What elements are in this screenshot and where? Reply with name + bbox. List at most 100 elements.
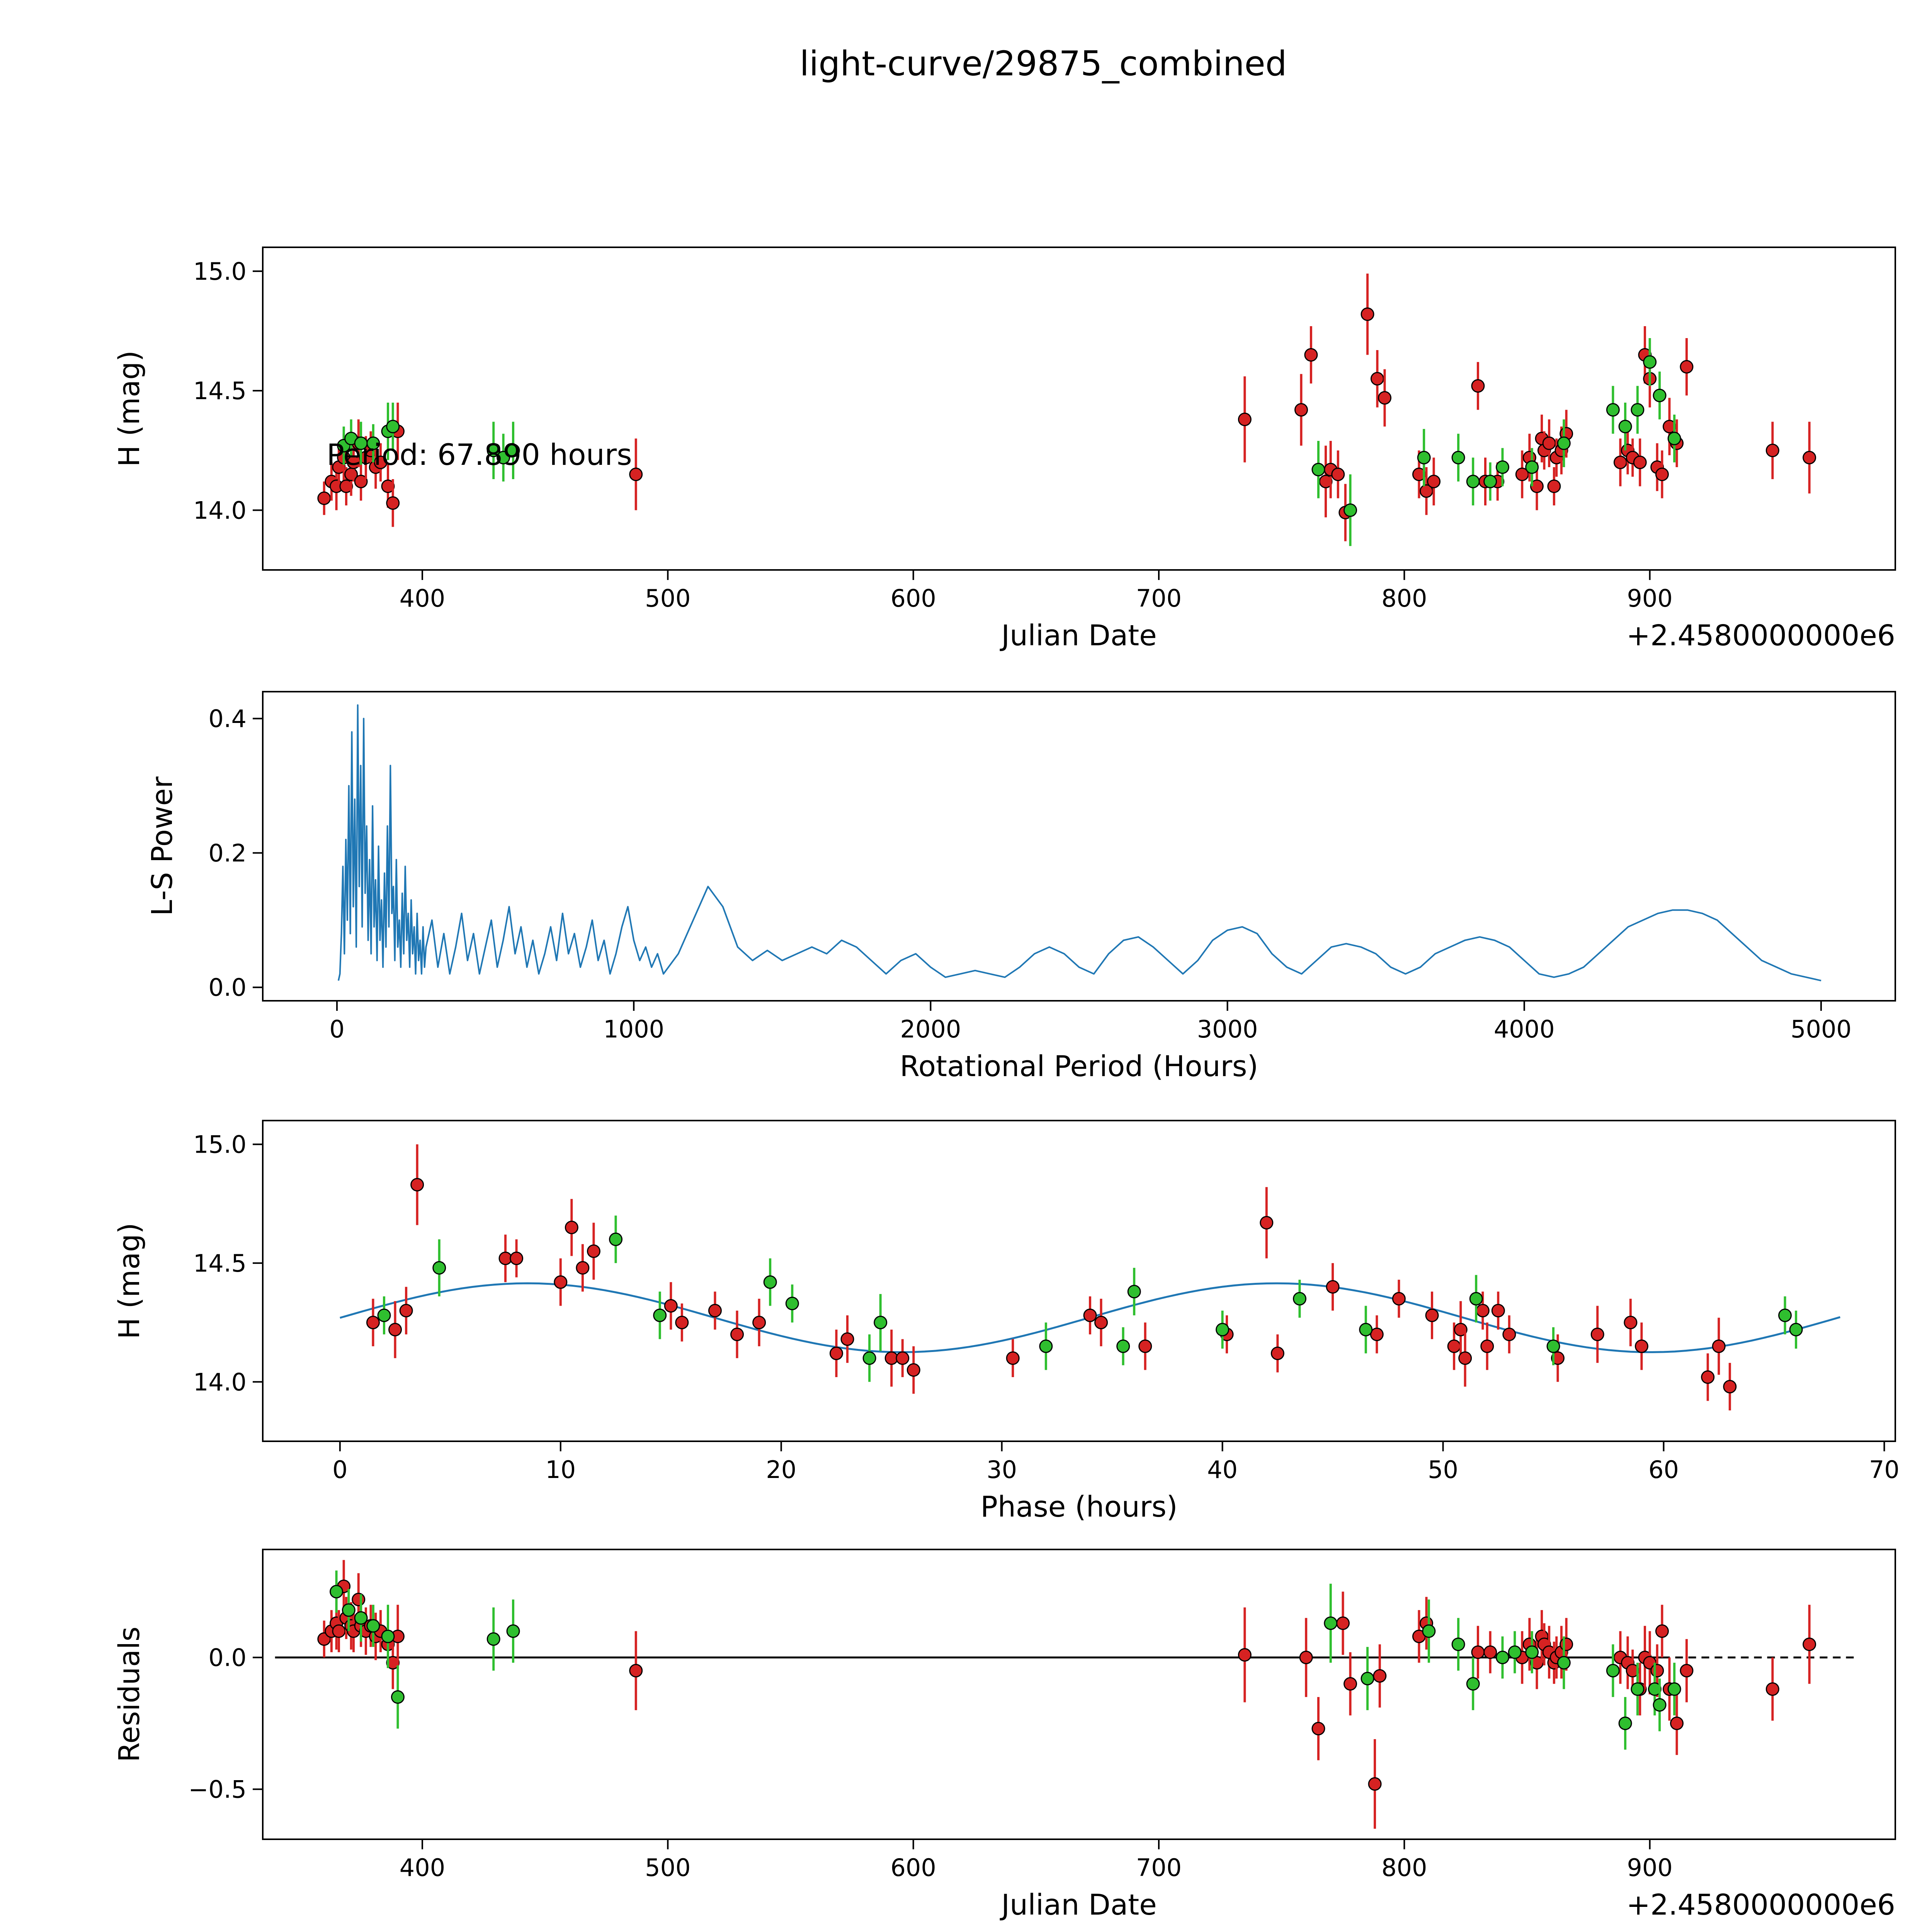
x-tick-label: 10 bbox=[545, 1456, 576, 1484]
axes-frame bbox=[262, 1549, 1896, 1840]
periodogram-line bbox=[337, 704, 1821, 981]
data-point bbox=[1361, 1672, 1374, 1685]
data-point bbox=[629, 1664, 643, 1678]
data-point bbox=[386, 420, 400, 434]
x-axis-offset-text: +2.4580000000e6 bbox=[1626, 1888, 1895, 1922]
data-point bbox=[1427, 474, 1441, 488]
data-point bbox=[1712, 1339, 1726, 1353]
data-point bbox=[1094, 1316, 1108, 1330]
data-point bbox=[752, 1316, 766, 1330]
data-point bbox=[664, 1299, 678, 1313]
x-tick-label: 500 bbox=[645, 584, 690, 612]
data-point bbox=[510, 1252, 524, 1265]
x-tick-label: 400 bbox=[400, 1854, 445, 1882]
data-point bbox=[1420, 484, 1434, 498]
data-point bbox=[374, 456, 388, 469]
dataset-red bbox=[366, 1144, 1737, 1411]
x-axis-label: Rotational Period (Hours) bbox=[900, 1050, 1259, 1083]
data-point bbox=[1454, 1323, 1468, 1337]
data-point bbox=[1299, 1651, 1313, 1665]
data-point bbox=[1469, 1292, 1483, 1306]
dataset-green bbox=[377, 1215, 1803, 1382]
data-point bbox=[366, 1619, 380, 1633]
data-point bbox=[1304, 348, 1318, 362]
y-tick-label: 0.2 bbox=[208, 839, 247, 867]
data-point bbox=[1648, 1682, 1662, 1696]
data-point bbox=[1495, 1651, 1509, 1665]
x-tick-label: 4000 bbox=[1494, 1015, 1555, 1043]
data-point bbox=[1480, 1339, 1494, 1353]
panel-phase: 0 10 20 30 40 50 60 70 14.0 14.5 15.0 Phase (hours)… bbox=[113, 1120, 1900, 1524]
data-point bbox=[1508, 1645, 1522, 1659]
data-point bbox=[1542, 436, 1556, 450]
data-point bbox=[554, 1275, 568, 1289]
axes-frame bbox=[262, 1120, 1896, 1442]
x-tick-label: 600 bbox=[890, 584, 936, 612]
data-point bbox=[388, 1323, 402, 1337]
data-point bbox=[366, 1316, 380, 1330]
data-point bbox=[1331, 468, 1345, 481]
data-point bbox=[1631, 1682, 1645, 1696]
data-point bbox=[1618, 1716, 1632, 1730]
period-annotation: Period: 67.890 hours bbox=[327, 437, 632, 472]
data-point bbox=[381, 1629, 395, 1643]
data-point bbox=[486, 444, 500, 457]
figure-title: light-curve/29875_combined bbox=[800, 44, 1287, 83]
data-point bbox=[1451, 1637, 1465, 1651]
data-point bbox=[1560, 1637, 1573, 1651]
y-tick-label: 14.0 bbox=[193, 496, 247, 524]
x-tick-label: 900 bbox=[1627, 584, 1672, 612]
data-point bbox=[576, 1261, 590, 1275]
data-point bbox=[1765, 1682, 1779, 1696]
x-tick-label: 50 bbox=[1428, 1456, 1458, 1484]
data-point bbox=[381, 480, 395, 493]
data-point bbox=[1447, 1339, 1461, 1353]
data-point bbox=[386, 496, 400, 510]
data-point bbox=[1765, 444, 1779, 457]
data-point bbox=[1466, 1677, 1480, 1691]
data-point bbox=[587, 1244, 600, 1258]
data-point bbox=[1723, 1380, 1737, 1394]
data-point bbox=[1260, 1216, 1274, 1230]
data-point bbox=[1546, 1339, 1560, 1353]
data-point bbox=[1653, 388, 1667, 402]
plot-area-lightcurve bbox=[317, 274, 1816, 546]
data-point bbox=[1336, 1616, 1350, 1630]
data-point bbox=[1667, 432, 1681, 446]
data-point bbox=[1650, 1664, 1664, 1678]
y-axis-label: H (mag) bbox=[113, 1223, 146, 1339]
data-point bbox=[1039, 1339, 1053, 1353]
data-point bbox=[1626, 1664, 1639, 1678]
x-axis-offset-text: +2.4580000000e6 bbox=[1626, 619, 1895, 652]
data-point bbox=[1530, 480, 1544, 493]
data-point bbox=[1368, 1777, 1382, 1791]
data-point bbox=[386, 1656, 400, 1670]
data-point bbox=[1483, 474, 1497, 488]
data-point bbox=[1495, 460, 1509, 474]
data-point bbox=[342, 1603, 355, 1617]
data-point bbox=[1476, 1304, 1490, 1318]
y-tick-label: 14.0 bbox=[193, 1368, 247, 1396]
data-point bbox=[1458, 1351, 1472, 1365]
data-point bbox=[410, 1178, 424, 1192]
data-point bbox=[1471, 379, 1485, 393]
data-point bbox=[675, 1316, 689, 1330]
data-point bbox=[1238, 1648, 1252, 1662]
data-point bbox=[1606, 403, 1620, 417]
data-point bbox=[1634, 1339, 1648, 1353]
data-point bbox=[1116, 1339, 1130, 1353]
x-tick-label: 900 bbox=[1627, 1854, 1672, 1882]
x-axis-label: Julian Date bbox=[1000, 619, 1156, 652]
data-point bbox=[1370, 372, 1384, 386]
data-point bbox=[1653, 1698, 1667, 1712]
data-point bbox=[1412, 468, 1426, 481]
plot-area-residuals bbox=[275, 1560, 1859, 1829]
x-tick-label: 700 bbox=[1136, 584, 1182, 612]
data-point bbox=[1590, 1327, 1604, 1341]
data-point bbox=[1138, 1339, 1152, 1353]
data-point bbox=[1238, 412, 1252, 426]
x-tick-label: 60 bbox=[1648, 1456, 1679, 1484]
data-point bbox=[906, 1363, 920, 1377]
x-tick-label: 500 bbox=[645, 1854, 690, 1882]
